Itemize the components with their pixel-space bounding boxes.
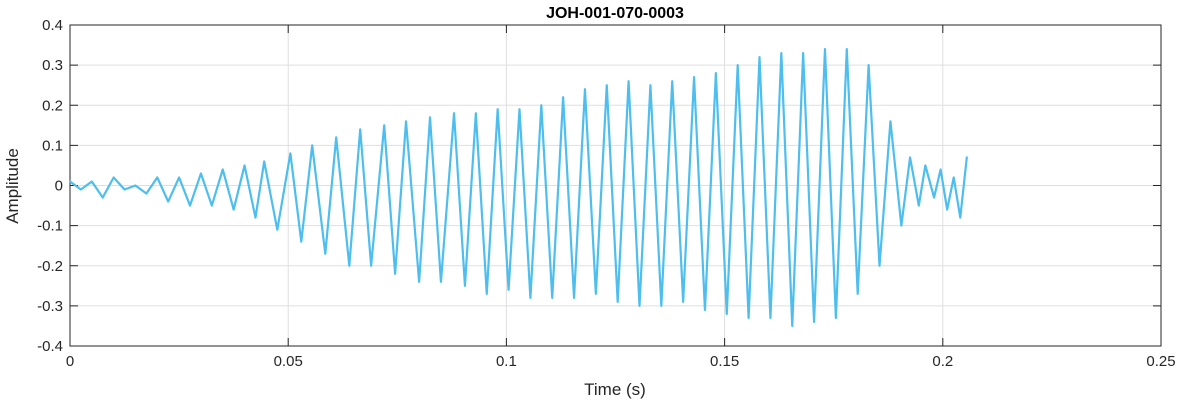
x-tick-label: 0.25 [1146, 353, 1175, 370]
axes: 0 0.05 0.1 0.15 0.2 0.25 -0.4 -0.3 -0.2 -0.1 0 0.1 0… [37, 17, 1175, 370]
y-tick-label: 0.2 [42, 97, 63, 114]
y-tick-label: -0.4 [37, 338, 63, 355]
y-tick-label: 0 [55, 178, 63, 195]
y-tick-label: -0.1 [37, 218, 63, 235]
x-axis-title: Time (s) [584, 380, 646, 399]
chart-title: JOH-001-070-0003 [546, 5, 684, 22]
y-tick-label: -0.3 [37, 298, 63, 315]
x-tick-label: 0.15 [710, 353, 739, 370]
x-tick-label: 0.1 [496, 353, 517, 370]
x-tick-label: 0.05 [274, 353, 303, 370]
y-tick-label: 0.3 [42, 57, 63, 74]
series-layer [68, 47, 968, 328]
series-line [68, 47, 968, 328]
x-tick-label: 0 [66, 353, 74, 370]
y-tick-label: 0.4 [42, 17, 63, 34]
y-tick-label: -0.2 [37, 258, 63, 275]
y-tick-label: 0.1 [42, 137, 63, 154]
x-tick-label: 0.2 [932, 353, 953, 370]
y-axis-title: Amplitude [3, 148, 22, 224]
